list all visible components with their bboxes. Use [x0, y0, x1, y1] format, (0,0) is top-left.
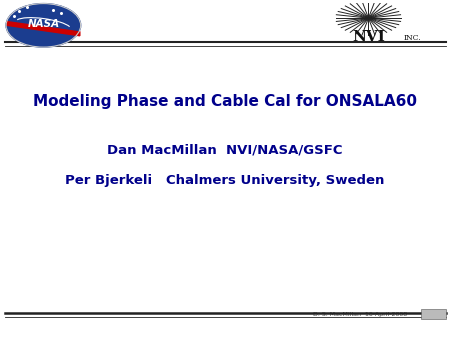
- Text: Dan MacMillan  NVI/NASA/GSFC: Dan MacMillan NVI/NASA/GSFC: [107, 144, 343, 157]
- Polygon shape: [7, 22, 80, 36]
- Text: NASA: NASA: [27, 19, 59, 29]
- Text: Modeling Phase and Cable Cal for ONSALA60: Modeling Phase and Cable Cal for ONSALA6…: [33, 94, 417, 109]
- Text: NVI: NVI: [352, 29, 385, 44]
- Text: Per Bjerkeli   Chalmers University, Sweden: Per Bjerkeli Chalmers University, Sweden: [65, 174, 385, 187]
- Text: INC.: INC.: [404, 33, 421, 42]
- Circle shape: [6, 4, 81, 47]
- Text: D. S. MacMillan  16-April-2008: D. S. MacMillan 16-April-2008: [313, 312, 407, 317]
- Bar: [421, 309, 446, 319]
